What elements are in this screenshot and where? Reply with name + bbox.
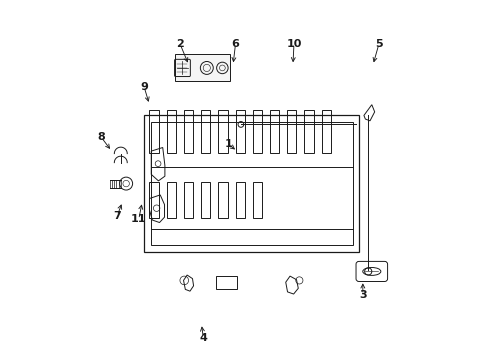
Bar — [166, 110, 176, 153]
Text: 4: 4 — [199, 333, 207, 343]
Bar — [235, 110, 244, 153]
Bar — [269, 110, 279, 153]
Bar — [150, 122, 352, 245]
Text: 6: 6 — [231, 39, 239, 49]
Bar — [149, 110, 159, 153]
Text: 2: 2 — [176, 39, 183, 49]
Text: 10: 10 — [285, 39, 301, 49]
Bar — [235, 182, 244, 218]
Bar — [149, 182, 159, 218]
Bar — [174, 54, 230, 81]
Bar — [201, 110, 210, 153]
Bar — [218, 110, 227, 153]
Text: 3: 3 — [358, 290, 366, 300]
Text: 5: 5 — [374, 39, 382, 49]
Text: 8: 8 — [97, 132, 105, 142]
Text: 7: 7 — [113, 211, 121, 221]
Bar — [166, 182, 176, 218]
Text: 1: 1 — [224, 139, 232, 149]
Bar — [252, 110, 262, 153]
Text: 9: 9 — [140, 82, 148, 92]
Bar — [252, 182, 262, 218]
Bar — [183, 110, 193, 153]
Bar — [201, 182, 210, 218]
Bar — [215, 276, 237, 289]
Bar — [286, 110, 296, 153]
Bar — [144, 116, 359, 252]
Text: 11: 11 — [131, 215, 146, 224]
Bar — [304, 110, 313, 153]
Bar — [183, 182, 193, 218]
Bar — [218, 182, 227, 218]
Bar — [321, 110, 330, 153]
